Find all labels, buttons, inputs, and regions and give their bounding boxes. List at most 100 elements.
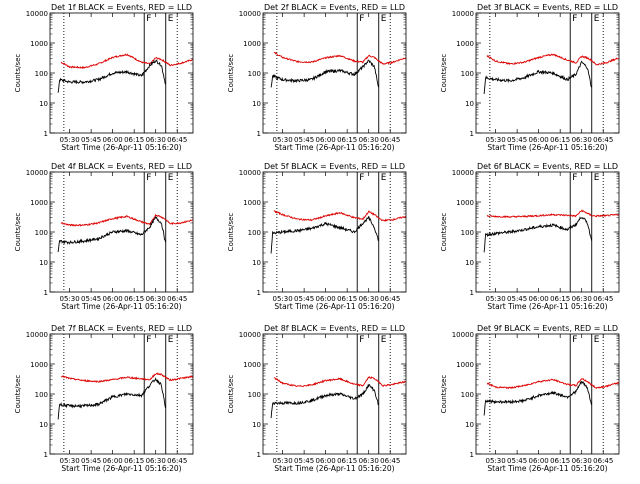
y-tick-label: 10 <box>252 259 261 267</box>
panel-title: Det 3f BLACK = Events, RED = LLD <box>477 3 618 12</box>
x-tick-label: 06:00 <box>529 457 549 465</box>
x-tick-label: 06:30 <box>359 295 379 303</box>
y-tick-label: 10 <box>252 421 261 429</box>
y-tick-label: 1 <box>44 451 48 459</box>
x-tick-label: 06:15 <box>550 136 570 144</box>
x-tick-label: 06:15 <box>124 136 144 144</box>
y-tick-label: 1 <box>257 289 261 297</box>
panel-3: Det 3f BLACK = Events, RED = LLD 1 10 100 10… <box>440 3 620 152</box>
x-tick-label: 06:00 <box>316 136 336 144</box>
x-tick-label: 06:00 <box>529 295 549 303</box>
events-series-line <box>483 380 593 416</box>
y-tick-label: 10000 <box>26 10 48 18</box>
x-tick-label: 06:15 <box>550 295 570 303</box>
events-series-line <box>483 216 593 253</box>
x-axis-label: Start Time (26-Apr-11 05:16:20) <box>61 464 181 473</box>
panel-title: Det 8f BLACK = Events, RED = LLD <box>264 324 405 333</box>
plot-frame <box>49 12 194 134</box>
x-tick-label: 06:30 <box>146 136 166 144</box>
flag-letter: F <box>572 14 577 24</box>
y-tick-label: 1000 <box>456 199 474 207</box>
y-tick-label: 10 <box>465 100 474 108</box>
panel-9: Det 9f BLACK = Events, RED = LLD 1 10 100 10… <box>440 324 620 473</box>
flag-letter: F <box>359 14 364 24</box>
x-tick-label: 06:15 <box>124 295 144 303</box>
x-tick-label: 06:45 <box>380 295 400 303</box>
flag-letter: E <box>168 335 174 345</box>
x-tick-label: 05:45 <box>294 295 314 303</box>
panel-title: Det 7f BLACK = Events, RED = LLD <box>51 324 192 333</box>
y-tick-label: 100 <box>461 391 474 399</box>
flag-letter: E <box>594 335 600 345</box>
plot-frame <box>49 171 194 293</box>
y-tick-label: 10000 <box>239 10 261 18</box>
y-tick-label: 10000 <box>452 10 474 18</box>
y-axis-label: Counts/sec <box>440 375 448 414</box>
x-tick-label: 05:30 <box>273 457 293 465</box>
x-tick-label: 05:45 <box>294 136 314 144</box>
lld-series-line <box>273 51 406 65</box>
y-axis-label: Counts/sec <box>440 54 448 93</box>
x-tick-label: 06:15 <box>337 295 357 303</box>
panel-8: Det 8f BLACK = Events, RED = LLD 1 10 100 10… <box>227 324 407 473</box>
flag-letter: E <box>168 14 174 24</box>
events-series-line <box>57 377 167 420</box>
x-tick-label: 06:45 <box>593 295 613 303</box>
x-tick-label: 06:00 <box>316 295 336 303</box>
x-tick-label: 05:30 <box>60 136 80 144</box>
y-tick-label: 10000 <box>239 169 261 177</box>
lld-series-line <box>486 53 619 66</box>
x-axis-label: Start Time (26-Apr-11 05:16:20) <box>61 302 181 311</box>
x-tick-label: 05:45 <box>507 295 527 303</box>
panel-2: Det 2f BLACK = Events, RED = LLD 1 10 100 10… <box>227 3 407 152</box>
panel-title: Det 4f BLACK = Events, RED = LLD <box>51 162 192 171</box>
y-tick-label: 1000 <box>30 361 48 369</box>
y-tick-label: 100 <box>248 229 261 237</box>
y-axis-label: Counts/sec <box>440 213 448 252</box>
lld-series-line <box>60 213 193 227</box>
x-tick-label: 05:45 <box>507 457 527 465</box>
y-tick-label: 100 <box>35 391 48 399</box>
x-tick-label: 06:45 <box>167 295 187 303</box>
x-tick-label: 05:30 <box>486 295 506 303</box>
y-axis-label: Counts/sec <box>14 54 22 93</box>
x-tick-label: 05:45 <box>81 457 101 465</box>
y-tick-label: 100 <box>461 229 474 237</box>
x-tick-label: 05:30 <box>486 457 506 465</box>
flag-letter: E <box>168 173 174 183</box>
y-tick-label: 10000 <box>26 331 48 339</box>
y-axis-label: Counts/sec <box>227 54 235 93</box>
x-tick-label: 06:45 <box>167 136 187 144</box>
y-tick-label: 1 <box>470 451 474 459</box>
x-tick-label: 05:30 <box>273 136 293 144</box>
panel-7: Det 7f BLACK = Events, RED = LLD 1 10 100 10… <box>14 324 194 473</box>
x-axis-label: Start Time (26-Apr-11 05:16:20) <box>61 143 181 152</box>
y-tick-label: 100 <box>248 70 261 78</box>
x-tick-label: 06:00 <box>103 136 123 144</box>
lld-series-line <box>273 210 406 223</box>
x-tick-label: 06:15 <box>550 457 570 465</box>
x-tick-label: 06:15 <box>337 136 357 144</box>
events-series-line <box>483 60 592 94</box>
events-series-line <box>57 59 166 93</box>
flag-letter: E <box>594 14 600 24</box>
x-tick-label: 06:30 <box>359 136 379 144</box>
y-tick-label: 1 <box>257 451 261 459</box>
y-tick-label: 1000 <box>456 40 474 48</box>
y-tick-label: 10 <box>39 259 48 267</box>
lld-series-line <box>486 209 619 219</box>
x-tick-label: 05:30 <box>60 295 80 303</box>
y-tick-label: 10 <box>252 100 261 108</box>
y-tick-label: 100 <box>461 70 474 78</box>
x-tick-label: 06:00 <box>316 457 336 465</box>
x-tick-label: 05:30 <box>486 136 506 144</box>
y-tick-label: 1000 <box>243 40 261 48</box>
lld-series-line <box>60 372 193 383</box>
x-axis-label: Start Time (26-Apr-11 05:16:20) <box>487 302 607 311</box>
y-tick-label: 10000 <box>452 169 474 177</box>
panel-1: Det 1f BLACK = Events, RED = LLD 1 10 100 10… <box>14 3 194 152</box>
y-tick-label: 10 <box>39 421 48 429</box>
plot-frame <box>475 171 620 293</box>
x-axis-label: Start Time (26-Apr-11 05:16:20) <box>487 143 607 152</box>
